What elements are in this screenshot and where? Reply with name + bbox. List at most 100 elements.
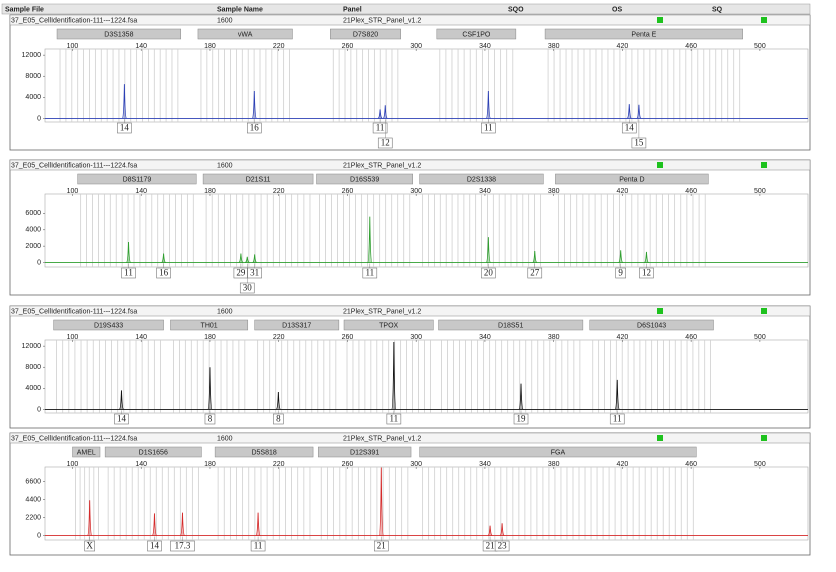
peak	[87, 500, 93, 536]
y-tick-label: 4000	[25, 385, 41, 392]
peak	[485, 237, 492, 263]
qc-indicator	[657, 162, 663, 168]
allele-label-box	[114, 413, 129, 425]
plot-area	[44, 193, 809, 268]
qc-indicator	[761, 435, 767, 441]
allele-label-box	[247, 122, 262, 134]
peak	[251, 90, 257, 119]
locus-name: TH01	[201, 322, 218, 329]
x-tick-label: 220	[273, 461, 285, 468]
locus-bar	[254, 319, 340, 331]
panel-name: 21Plex_STR_Panel_v1.2	[343, 17, 421, 24]
x-tick-label: 460	[685, 43, 697, 50]
y-tick-label: 0	[37, 532, 41, 539]
allele-label: 11	[376, 123, 385, 133]
x-tick-label: 340	[479, 334, 491, 341]
y-tick-label: 6600	[25, 478, 41, 485]
header-column: Sample File	[5, 6, 44, 13]
allele-label: 9	[618, 268, 623, 278]
plot-area	[44, 466, 809, 541]
peak	[378, 467, 384, 536]
allele-label-box	[386, 413, 402, 425]
locus-bar	[589, 319, 714, 331]
locus-name: D3S1358	[104, 31, 133, 38]
x-tick-label: 220	[273, 334, 285, 341]
locus-bar	[544, 28, 743, 40]
locus-bar	[104, 446, 202, 458]
peak	[207, 367, 213, 410]
locus-name: D12S391	[350, 449, 379, 456]
locus-bar	[316, 173, 414, 185]
locus-name: Penta D	[619, 176, 644, 183]
peak	[618, 250, 624, 263]
sample-name: 1600	[217, 162, 233, 169]
y-tick-label: 4400	[25, 496, 41, 503]
qc-indicator	[761, 308, 767, 314]
peak	[644, 251, 649, 263]
allele-label: 29	[236, 268, 246, 278]
allele-label: 11	[365, 268, 374, 278]
allele-label-box	[239, 282, 255, 294]
y-tick-label: 4000	[25, 94, 41, 101]
peak	[121, 84, 128, 119]
allele-label: 11	[390, 414, 399, 424]
qc-indicator	[657, 308, 663, 314]
x-tick-label: 500	[754, 334, 766, 341]
qc-indicator	[761, 17, 767, 23]
x-tick-label: 140	[135, 461, 147, 468]
x-tick-label: 260	[342, 188, 354, 195]
qc-indicator	[761, 162, 767, 168]
sample-name: 1600	[217, 17, 233, 24]
allele-label: 27	[530, 268, 540, 278]
x-tick-label: 260	[342, 43, 354, 50]
locus-bar	[419, 446, 697, 458]
allele-label-box	[247, 267, 262, 279]
header-bar	[1, 3, 811, 15]
allele-label: 16	[250, 123, 260, 133]
locus-bar	[419, 173, 544, 185]
locus-name: vWA	[238, 31, 253, 38]
x-tick-label: 500	[754, 43, 766, 50]
allele-label: 11	[124, 268, 133, 278]
x-tick-label: 420	[617, 334, 629, 341]
allele-label: 21	[377, 541, 386, 551]
allele-label: 19	[517, 414, 527, 424]
allele-label: 14	[625, 123, 635, 133]
x-tick-label: 380	[548, 188, 560, 195]
locus-name: FGA	[551, 449, 566, 456]
locus-name: CSF1PO	[462, 31, 491, 38]
y-tick-label: 8000	[25, 364, 41, 371]
y-tick-label: 0	[37, 259, 41, 266]
allele-label-box	[121, 267, 136, 279]
y-tick-label: 12000	[22, 52, 42, 59]
panel: 37_E05_CellIdentification-111---1224.fsa…	[9, 305, 811, 429]
locus-bar	[343, 319, 434, 331]
peak	[499, 523, 505, 536]
allele-label-box	[631, 137, 647, 149]
x-tick-label: 180	[204, 334, 216, 341]
allele-label-box	[117, 122, 132, 134]
y-tick-label: 6000	[25, 210, 41, 217]
sample-file: 37_E05_CellIdentification-111---1224.fsa	[11, 435, 137, 442]
allele-label-box	[513, 413, 529, 425]
x-tick-label: 300	[410, 188, 422, 195]
locus-bar	[555, 173, 709, 185]
allele-label: 12	[642, 268, 651, 278]
locus-name: D13S317	[282, 322, 311, 329]
allele-label-box	[372, 122, 388, 134]
x-tick-label: 220	[273, 188, 285, 195]
x-tick-label: 500	[754, 188, 766, 195]
x-tick-label: 420	[617, 43, 629, 50]
locus-name: D1S1656	[139, 449, 168, 456]
peaks	[125, 216, 649, 263]
allele-label: 14	[117, 414, 127, 424]
x-tick-label: 420	[617, 188, 629, 195]
peaks	[87, 467, 505, 536]
y-tick-label: 4000	[25, 227, 41, 234]
locus-name: AMEL	[77, 449, 96, 456]
locus-name: D2S1338	[467, 176, 496, 183]
allele-label: 16	[159, 268, 169, 278]
x-tick-label: 140	[135, 43, 147, 50]
